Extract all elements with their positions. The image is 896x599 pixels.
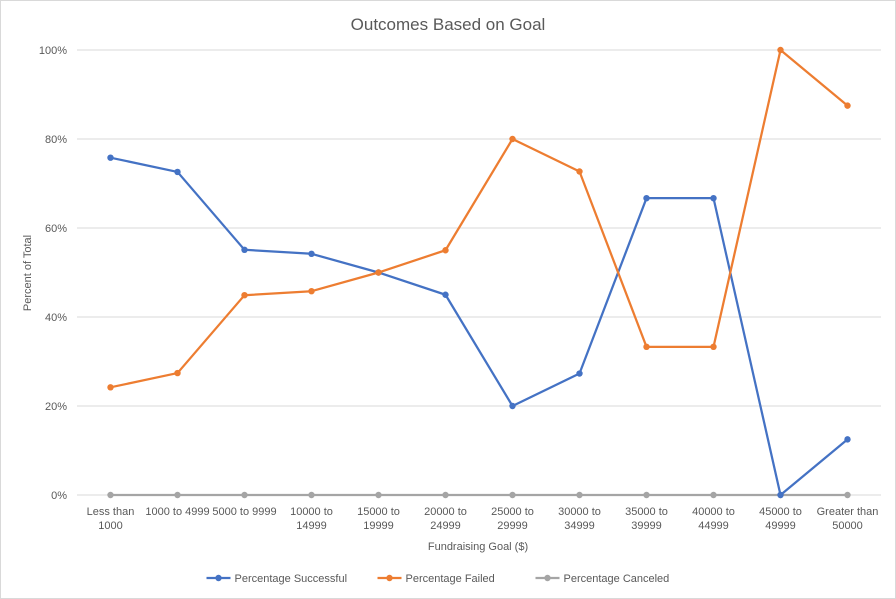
data-point bbox=[710, 343, 717, 351]
data-point bbox=[643, 343, 650, 351]
data-point bbox=[375, 491, 382, 499]
x-tick-label-line: 29999 bbox=[497, 520, 528, 532]
legend-item: Percentage Successful bbox=[206, 573, 348, 585]
x-tick-label-line: 34999 bbox=[564, 520, 595, 532]
data-point bbox=[844, 102, 851, 109]
x-tick-label: Less than 1000 bbox=[87, 506, 135, 532]
data-point bbox=[509, 402, 516, 410]
series-group bbox=[107, 46, 851, 499]
data-point bbox=[844, 436, 851, 443]
data-point bbox=[375, 269, 382, 276]
x-axis-label: Fundraising Goal ($) bbox=[428, 541, 528, 553]
x-tick-label: 20000 to 24999 bbox=[424, 506, 467, 532]
x-tick-label-line: 24999 bbox=[430, 520, 461, 532]
data-point bbox=[844, 491, 851, 499]
data-point bbox=[509, 491, 516, 499]
x-tick-label: 1000 to 4999 bbox=[145, 506, 209, 518]
data-point bbox=[777, 46, 784, 54]
x-tick-label-line: 49999 bbox=[765, 520, 796, 532]
chart-title: Outcomes Based on Goal bbox=[351, 15, 546, 34]
data-point bbox=[710, 194, 717, 202]
legend-label: Percentage Successful bbox=[235, 573, 348, 585]
x-tick-label-line: Less than bbox=[87, 506, 135, 518]
x-tick-label: 30000 to 34999 bbox=[558, 506, 601, 532]
series-line bbox=[110, 48, 849, 389]
legend-swatch-marker bbox=[544, 574, 551, 582]
data-point bbox=[308, 250, 315, 258]
legend-swatch-marker bbox=[386, 574, 393, 582]
x-tick-label: 5000 to 9999 bbox=[212, 506, 276, 518]
legend-swatch-marker bbox=[215, 574, 222, 582]
x-tick-label: 25000 to 29999 bbox=[491, 506, 534, 532]
legend-label: Percentage Failed bbox=[406, 573, 495, 585]
gridlines bbox=[77, 49, 881, 496]
data-point bbox=[241, 491, 248, 499]
x-tick-label-line: 40000 to bbox=[692, 506, 735, 518]
legend-item: Percentage Canceled bbox=[535, 573, 670, 585]
series-percentage-canceled bbox=[107, 491, 851, 499]
y-tick-label: 20% bbox=[45, 401, 67, 413]
series-percentage-successful bbox=[107, 154, 851, 499]
data-point bbox=[576, 168, 583, 175]
x-tick-label: 45000 to 49999 bbox=[759, 506, 802, 532]
x-tick-label-line: 5000 to 9999 bbox=[212, 506, 276, 518]
data-point bbox=[509, 135, 516, 143]
x-tick-label-line: 39999 bbox=[631, 520, 662, 532]
data-point bbox=[308, 287, 315, 295]
x-tick-label-line: 30000 to bbox=[558, 506, 601, 518]
data-point bbox=[777, 491, 784, 499]
y-tick-label: 40% bbox=[45, 312, 67, 324]
x-tick-label-line: 10000 to bbox=[290, 506, 333, 518]
data-point bbox=[174, 491, 181, 499]
x-tick-label-line: 20000 to bbox=[424, 506, 467, 518]
x-tick-label-line: 1000 to 4999 bbox=[145, 506, 209, 518]
x-tick-label-line: 15000 to bbox=[357, 506, 400, 518]
data-point bbox=[643, 194, 650, 202]
data-point bbox=[107, 491, 114, 499]
x-tick-label-line: 50000 bbox=[832, 520, 863, 532]
data-point bbox=[442, 247, 449, 254]
data-point bbox=[710, 491, 717, 499]
x-tick-label: 10000 to 14999 bbox=[290, 506, 333, 532]
x-tick-label-line: 14999 bbox=[296, 520, 327, 532]
x-tick-label: 35000 to 39999 bbox=[625, 506, 668, 532]
y-tick-label: 0% bbox=[51, 490, 67, 502]
x-tick-label-line: 45000 to bbox=[759, 506, 802, 518]
data-point bbox=[174, 369, 181, 377]
data-point bbox=[241, 291, 248, 299]
data-point bbox=[308, 491, 315, 499]
x-tick-label-line: 19999 bbox=[363, 520, 394, 532]
series-line bbox=[110, 156, 849, 497]
data-point bbox=[442, 491, 449, 499]
y-tick-label: 80% bbox=[45, 134, 67, 146]
y-tick-label: 100% bbox=[39, 45, 67, 57]
y-axis-ticks: 0% 20% 40% 60% 80% 100% bbox=[39, 45, 67, 502]
data-point bbox=[107, 384, 114, 391]
y-tick-label: 60% bbox=[45, 223, 67, 235]
data-point bbox=[643, 491, 650, 499]
x-tick-label-line: Greater than bbox=[817, 506, 879, 518]
legend: Percentage Successful Percentage Failed Pe… bbox=[206, 573, 670, 585]
x-tick-label: 40000 to 44999 bbox=[692, 506, 735, 532]
x-axis-ticks: Less than 1000 1000 to 4999 5000 to 9999 100… bbox=[87, 506, 879, 532]
x-tick-label: Greater than 50000 bbox=[817, 506, 879, 532]
data-point bbox=[174, 168, 181, 176]
data-point bbox=[442, 291, 449, 298]
legend-item: Percentage Failed bbox=[377, 573, 495, 585]
x-tick-label-line: 44999 bbox=[698, 520, 729, 532]
data-point bbox=[576, 491, 583, 499]
y-axis-label: Percent of Total bbox=[22, 235, 34, 311]
x-tick-label-line: 25000 to bbox=[491, 506, 534, 518]
legend-label: Percentage Canceled bbox=[564, 573, 670, 585]
data-point bbox=[107, 154, 114, 161]
data-point bbox=[241, 246, 248, 254]
x-tick-label-line: 1000 bbox=[98, 520, 122, 532]
x-tick-label-line: 35000 to bbox=[625, 506, 668, 518]
x-tick-label: 15000 to 19999 bbox=[357, 506, 400, 532]
data-point bbox=[576, 370, 583, 377]
series-percentage-failed bbox=[107, 46, 851, 391]
